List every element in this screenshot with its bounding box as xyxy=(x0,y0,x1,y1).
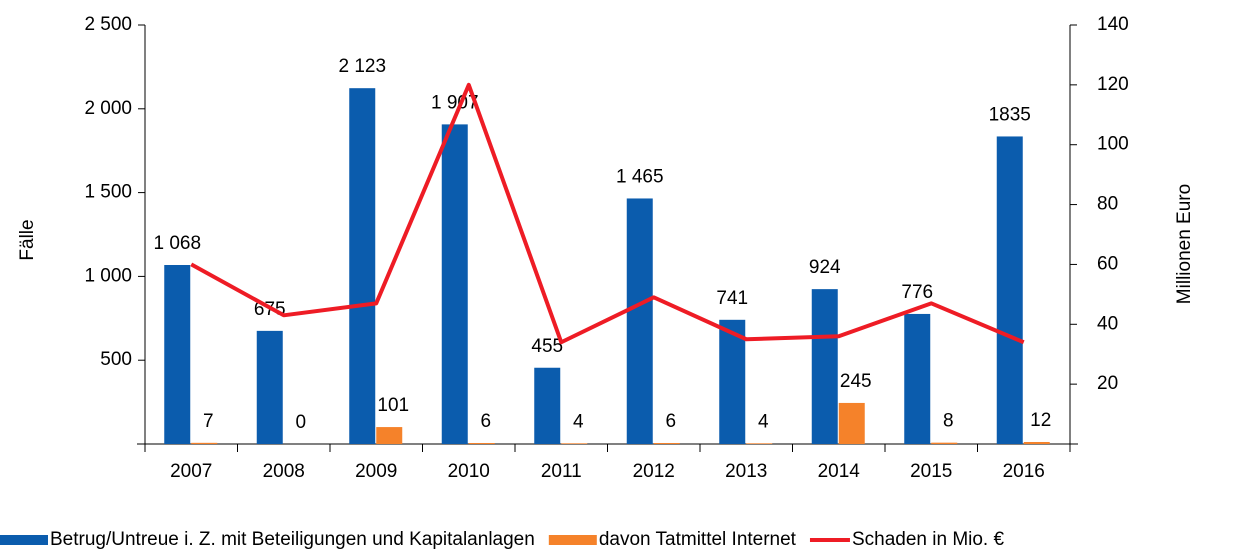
legend-label: Schaden in Mio. € xyxy=(852,529,1005,550)
data-label: 12 xyxy=(1030,410,1051,431)
data-label: 1 068 xyxy=(153,233,201,254)
bar xyxy=(164,265,191,444)
y2-tick-label: 80 xyxy=(1097,194,1118,215)
y2-tick-label: 100 xyxy=(1097,134,1129,155)
bar xyxy=(1023,441,1050,444)
y-tick-label: 500 xyxy=(100,349,132,370)
x-tick-label: 2013 xyxy=(725,461,767,482)
bar xyxy=(441,124,468,444)
data-label: 741 xyxy=(716,288,748,309)
bar xyxy=(349,88,376,444)
y2-tick-label: 40 xyxy=(1097,313,1118,334)
bar xyxy=(468,442,495,444)
y-tick-label: 2 000 xyxy=(84,98,132,119)
bar xyxy=(996,136,1023,445)
data-label: 1 907 xyxy=(431,92,479,113)
bar xyxy=(561,443,588,444)
legend-label: davon Tatmittel Internet xyxy=(599,529,797,550)
legend-swatch xyxy=(548,535,597,545)
y-tick-label: 1 000 xyxy=(84,265,132,286)
bar xyxy=(376,427,403,444)
bar xyxy=(719,319,746,444)
bar xyxy=(534,367,561,444)
x-tick-label: 2008 xyxy=(263,461,305,482)
y-tick-label: 1 500 xyxy=(84,182,132,203)
x-tick-label: 2009 xyxy=(355,461,397,482)
data-label: 2 123 xyxy=(338,56,386,77)
bar xyxy=(653,442,680,444)
data-label: 1835 xyxy=(989,104,1031,125)
x-tick-label: 2012 xyxy=(633,461,675,482)
x-tick-label: 2007 xyxy=(170,461,212,482)
data-label: 455 xyxy=(531,336,563,357)
data-label: 776 xyxy=(901,282,933,303)
data-label: 6 xyxy=(665,411,676,432)
data-label: 7 xyxy=(203,411,214,432)
bar xyxy=(256,330,283,444)
x-tick-label: 2015 xyxy=(910,461,952,482)
bar xyxy=(746,443,773,444)
x-tick-label: 2011 xyxy=(541,461,582,482)
data-label: 8 xyxy=(943,411,954,432)
y-tick-label: 2 500 xyxy=(84,14,132,35)
bar xyxy=(811,289,838,444)
legend-label: Betrug/Untreue i. Z. mit Beteiligungen u… xyxy=(50,529,535,550)
bar xyxy=(904,313,931,444)
data-label: 924 xyxy=(809,257,841,278)
data-label: 4 xyxy=(758,411,769,432)
x-tick-label: 2016 xyxy=(1003,461,1045,482)
data-label: 245 xyxy=(840,371,872,392)
y2-tick-label: 140 xyxy=(1097,14,1129,35)
x-tick-label: 2010 xyxy=(448,461,490,482)
data-label: 6 xyxy=(480,411,491,432)
legend-swatch xyxy=(0,535,48,545)
y2-axis-label: Millionen Euro xyxy=(1174,184,1195,304)
line xyxy=(190,82,1025,345)
data-label: 101 xyxy=(377,395,409,416)
y-axis-label: Fälle xyxy=(17,219,38,260)
bar xyxy=(626,198,653,444)
y2-tick-label: 120 xyxy=(1097,74,1129,95)
y2-tick-label: 60 xyxy=(1097,253,1118,274)
data-label: 1 465 xyxy=(616,166,664,187)
bar xyxy=(191,442,218,444)
data-label: 4 xyxy=(573,411,584,432)
bar xyxy=(838,402,865,444)
bar xyxy=(931,442,958,444)
x-tick-label: 2014 xyxy=(818,461,861,482)
data-label: 0 xyxy=(295,412,306,433)
y2-tick-label: 20 xyxy=(1097,373,1118,394)
